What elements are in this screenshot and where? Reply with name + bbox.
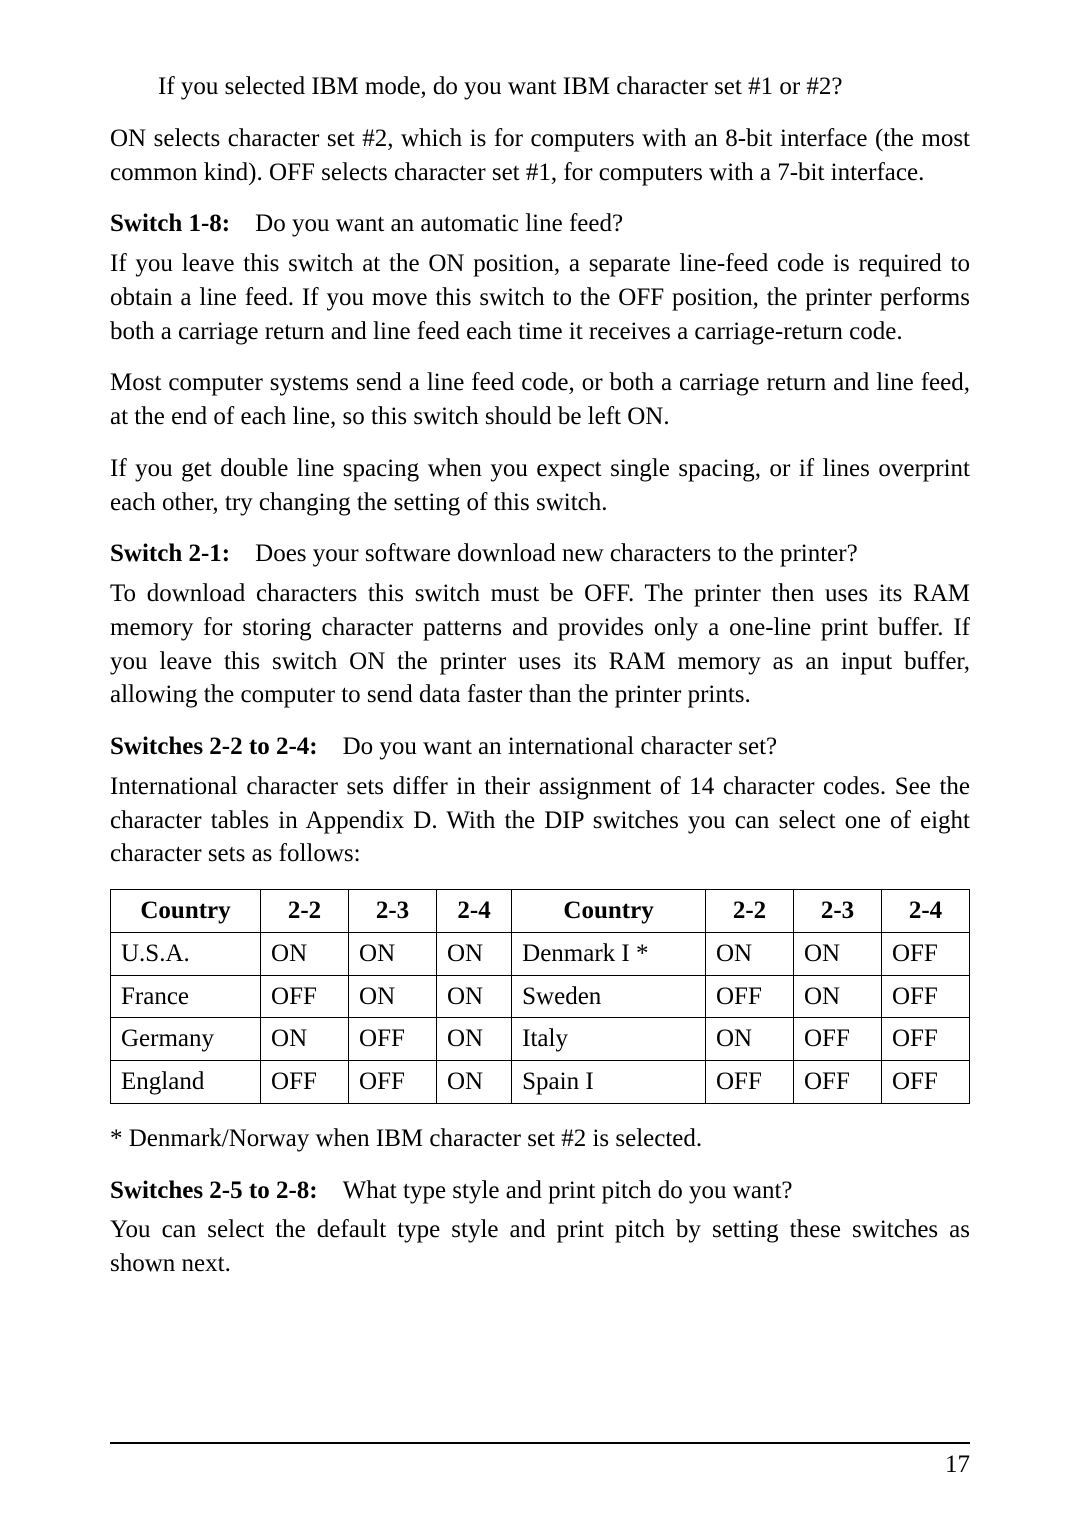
table-header-row: Country 2-2 2-3 2-4 Country 2-2 2-3 2-4 xyxy=(111,890,970,933)
cell: OFF xyxy=(881,932,969,975)
switch-1-8-heading: Switch 1-8: Do you want an automatic lin… xyxy=(110,207,970,241)
switch-2-5-8-label: Switches 2-5 to 2-8: xyxy=(110,1177,318,1204)
th-23-1: 2-3 xyxy=(349,890,437,933)
page-number: 17 xyxy=(110,1442,970,1482)
switch-1-8-p1: If you leave this switch at the ON posit… xyxy=(110,247,970,348)
country-table: Country 2-2 2-3 2-4 Country 2-2 2-3 2-4 … xyxy=(110,889,970,1104)
intro-para: ON selects character set #2, which is fo… xyxy=(110,122,970,190)
switch-2-2-4-p1: International character sets differ in t… xyxy=(110,770,970,871)
switch-2-5-8-question: What type style and print pitch do you w… xyxy=(343,1177,793,1204)
cell: OFF xyxy=(349,1018,437,1061)
cell: OFF xyxy=(881,1061,969,1104)
cell: ON xyxy=(793,932,881,975)
th-23-2: 2-3 xyxy=(793,890,881,933)
switch-1-8-p3: If you get double line spacing when you … xyxy=(110,452,970,520)
cell: ON xyxy=(437,975,512,1018)
footnote: * Denmark/Norway when IBM character set … xyxy=(110,1122,970,1156)
th-24-1: 2-4 xyxy=(437,890,512,933)
cell: OFF xyxy=(881,975,969,1018)
cell: Italy xyxy=(512,1018,706,1061)
cell: OFF xyxy=(261,1061,349,1104)
cell: OFF xyxy=(706,975,794,1018)
cell: ON xyxy=(261,932,349,975)
cell: ON xyxy=(706,932,794,975)
cell: France xyxy=(111,975,261,1018)
switch-2-2-4-label: Switches 2-2 to 2-4: xyxy=(110,733,318,760)
cell: Sweden xyxy=(512,975,706,1018)
switch-2-5-8-heading: Switches 2-5 to 2-8: What type style and… xyxy=(110,1174,970,1208)
switch-2-1-question: Does your software download new characte… xyxy=(255,540,858,567)
th-24-2: 2-4 xyxy=(881,890,969,933)
cell: OFF xyxy=(793,1018,881,1061)
cell: ON xyxy=(349,932,437,975)
cell: Germany xyxy=(111,1018,261,1061)
cell: ON xyxy=(437,1061,512,1104)
th-22-2: 2-2 xyxy=(706,890,794,933)
footer: 17 xyxy=(110,1442,970,1482)
cell: OFF xyxy=(706,1061,794,1104)
th-country-1: Country xyxy=(111,890,261,933)
th-22-1: 2-2 xyxy=(261,890,349,933)
th-country-2: Country xyxy=(512,890,706,933)
switch-1-8-p2: Most computer systems send a line feed c… xyxy=(110,366,970,434)
cell: ON xyxy=(261,1018,349,1061)
cell: ON xyxy=(349,975,437,1018)
table-row: France OFF ON ON Sweden OFF ON OFF xyxy=(111,975,970,1018)
cell: Spain I xyxy=(512,1061,706,1104)
cell: ON xyxy=(437,932,512,975)
switch-2-1-label: Switch 2-1: xyxy=(110,540,230,567)
switch-2-2-4-question: Do you want an international character s… xyxy=(343,733,778,760)
switch-2-1-p1: To download characters this switch must … xyxy=(110,577,970,712)
page: If you selected IBM mode, do you want IB… xyxy=(0,0,1080,1532)
cell: ON xyxy=(793,975,881,1018)
table-row: U.S.A. ON ON ON Denmark I * ON ON OFF xyxy=(111,932,970,975)
switch-1-8-label: Switch 1-8: xyxy=(110,210,230,237)
intro-line: If you selected IBM mode, do you want IB… xyxy=(110,70,970,104)
table-row: Germany ON OFF ON Italy ON OFF OFF xyxy=(111,1018,970,1061)
switch-1-8-question: Do you want an automatic line feed? xyxy=(255,210,623,237)
cell: ON xyxy=(706,1018,794,1061)
switch-2-5-8-p1: You can select the default type style an… xyxy=(110,1213,970,1281)
cell: Denmark I * xyxy=(512,932,706,975)
cell: OFF xyxy=(793,1061,881,1104)
cell: U.S.A. xyxy=(111,932,261,975)
cell: ON xyxy=(437,1018,512,1061)
switch-2-1-heading: Switch 2-1: Does your software download … xyxy=(110,537,970,571)
cell: OFF xyxy=(881,1018,969,1061)
cell: OFF xyxy=(261,975,349,1018)
cell: OFF xyxy=(349,1061,437,1104)
switch-2-2-4-heading: Switches 2-2 to 2-4: Do you want an inte… xyxy=(110,730,970,764)
cell: England xyxy=(111,1061,261,1104)
table-row: England OFF OFF ON Spain I OFF OFF OFF xyxy=(111,1061,970,1104)
